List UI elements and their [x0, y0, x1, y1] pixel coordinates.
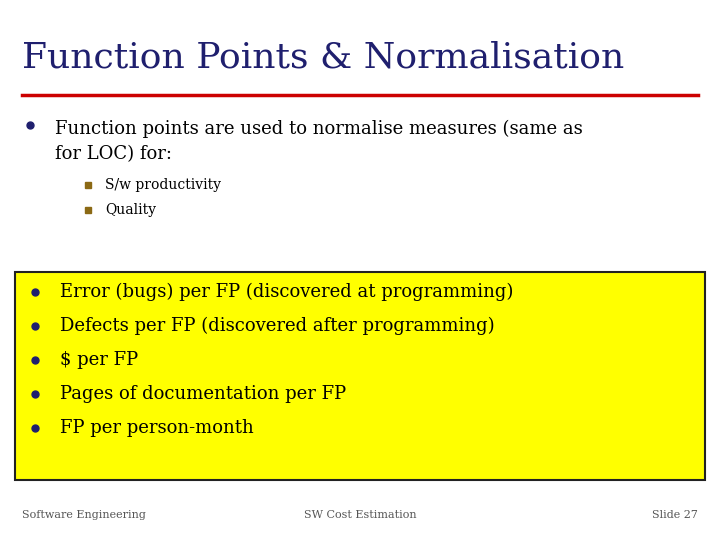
FancyBboxPatch shape [15, 272, 705, 480]
Text: Function Points & Normalisation: Function Points & Normalisation [22, 40, 624, 74]
Text: Quality: Quality [105, 203, 156, 217]
Text: Defects per FP (discovered after programming): Defects per FP (discovered after program… [60, 317, 495, 335]
Text: FP per person-month: FP per person-month [60, 419, 253, 437]
Text: Slide 27: Slide 27 [652, 510, 698, 520]
Text: Error (bugs) per FP (discovered at programming): Error (bugs) per FP (discovered at progr… [60, 283, 513, 301]
Text: $ per FP: $ per FP [60, 351, 138, 369]
Text: Pages of documentation per FP: Pages of documentation per FP [60, 385, 346, 403]
Text: Software Engineering: Software Engineering [22, 510, 146, 520]
Text: Function points are used to normalise measures (same as
for LOC) for:: Function points are used to normalise me… [55, 120, 582, 163]
Text: S/w productivity: S/w productivity [105, 178, 221, 192]
Text: SW Cost Estimation: SW Cost Estimation [304, 510, 416, 520]
